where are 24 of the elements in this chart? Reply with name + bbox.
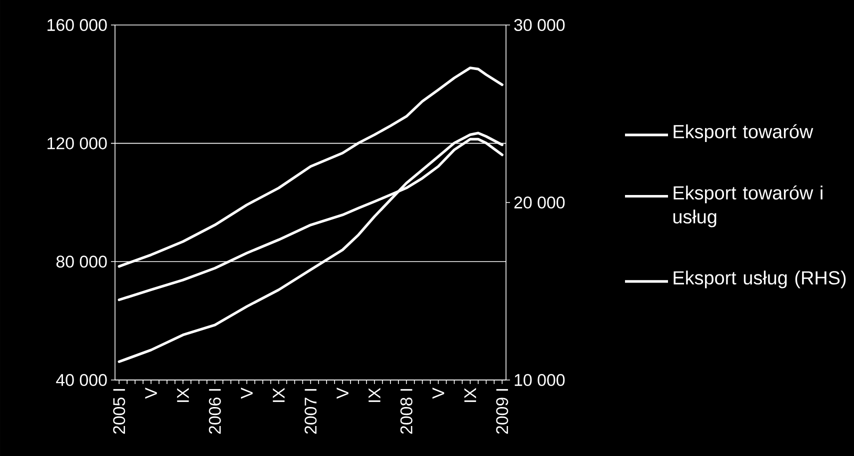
x-tick-label: IX: [177, 388, 189, 402]
y-tick-label: 120 000: [48, 137, 107, 150]
x-tick-label: IX: [368, 388, 380, 402]
x-tick-label: V: [432, 388, 444, 399]
y2-tick-label: 20 000: [514, 196, 565, 208]
x-tick-label: IX: [464, 388, 476, 402]
x-tick-label: V: [145, 388, 157, 399]
x-tick-label: 2007 I: [304, 389, 317, 434]
line-series: [118, 66, 504, 268]
x-tick-label: V: [336, 388, 348, 399]
y2-tick-label: 10 000: [514, 374, 565, 386]
legend-label: Eksport towarów i usług: [673, 185, 822, 228]
legend-label: Eksport towarów: [674, 124, 814, 142]
y-tick-label: 40 000: [56, 374, 107, 386]
x-tick-label: 2008 I: [400, 389, 412, 434]
y-tick-label: 80 000: [56, 256, 107, 268]
x-tick-label: V: [240, 388, 253, 399]
x-tick-label: IX: [272, 388, 285, 402]
x-tick-label: 2009 I: [496, 389, 508, 434]
legend-label: Eksport usług (RHS): [674, 270, 846, 288]
y2-tick-label: 30 000: [514, 18, 565, 31]
y-tick-label: 160 000: [48, 18, 107, 31]
x-tick-label: 2005 I: [113, 389, 126, 434]
x-tick-label: 2006 I: [208, 389, 221, 434]
